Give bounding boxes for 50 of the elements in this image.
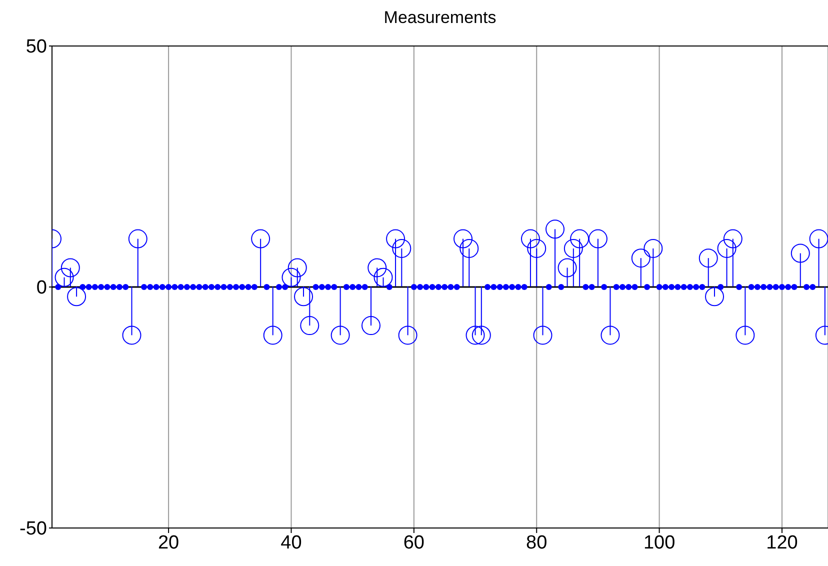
point (263, 326, 282, 345)
point (705, 287, 724, 306)
point (472, 326, 491, 345)
x-tick-label: 20 (158, 532, 180, 554)
x-tick-label: 120 (766, 532, 798, 554)
y-tick-label: 0 (36, 278, 47, 299)
point (809, 229, 828, 248)
point (644, 238, 663, 258)
x-tick-label: 40 (280, 532, 302, 554)
point (520, 229, 540, 248)
point (282, 268, 301, 287)
point (251, 229, 270, 248)
point (533, 326, 552, 345)
point (386, 229, 406, 248)
x-tick-label: 60 (403, 532, 424, 554)
point (392, 238, 412, 258)
point (558, 258, 577, 278)
point (570, 229, 590, 248)
point (631, 248, 650, 268)
point (588, 229, 608, 248)
point (368, 258, 387, 278)
point (466, 326, 485, 345)
x-tick-label: 100 (643, 532, 676, 554)
point (300, 316, 320, 336)
point (527, 238, 546, 258)
chart-title: Measurements (382, 8, 498, 28)
point (736, 326, 755, 345)
point (54, 268, 74, 287)
point (546, 220, 565, 239)
point (460, 238, 479, 258)
point (60, 258, 80, 278)
point (128, 229, 148, 248)
point (330, 326, 350, 345)
point (122, 326, 142, 345)
y-tick-label: 50 (26, 36, 47, 58)
point (398, 326, 418, 345)
point (564, 238, 583, 258)
point (790, 244, 810, 263)
y-tick-label: -50 (20, 518, 47, 540)
point (67, 287, 86, 306)
point (294, 287, 314, 306)
point (717, 238, 736, 258)
point (698, 248, 718, 268)
point (288, 258, 307, 278)
point (600, 326, 620, 345)
x-tick-label: 80 (526, 532, 548, 554)
point (454, 229, 473, 248)
point (361, 316, 380, 336)
point (374, 268, 393, 287)
point (723, 229, 742, 248)
